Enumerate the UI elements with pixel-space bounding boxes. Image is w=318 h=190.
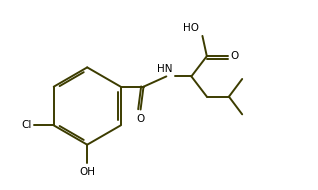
- Text: O: O: [231, 51, 238, 61]
- Text: Cl: Cl: [21, 120, 31, 130]
- Text: O: O: [136, 114, 145, 124]
- Text: OH: OH: [79, 167, 95, 177]
- Text: HO: HO: [183, 23, 199, 33]
- Text: HN: HN: [157, 64, 173, 74]
